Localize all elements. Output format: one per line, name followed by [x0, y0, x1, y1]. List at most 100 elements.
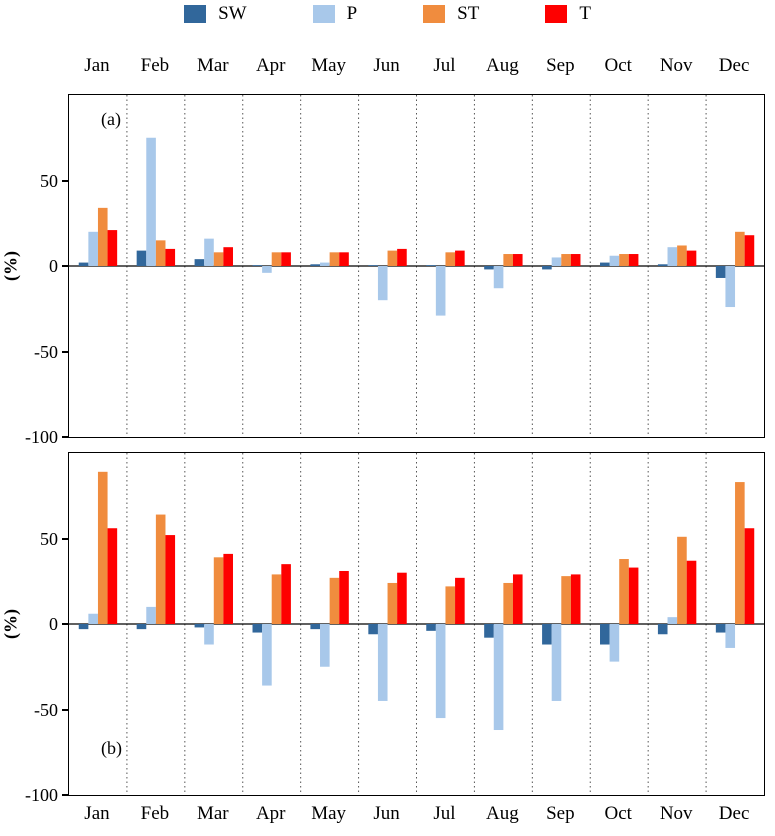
- bar-sw-jan: [78, 624, 89, 630]
- bar-t-apr: [281, 252, 291, 266]
- bar-st-apr: [271, 574, 282, 624]
- bar-p-aug: [493, 266, 504, 289]
- legend: SW P ST T: [0, 3, 775, 25]
- bar-p-mar: [204, 238, 214, 266]
- bar-sw-apr: [252, 624, 263, 633]
- month-label: Apr: [255, 55, 286, 76]
- bar-st-oct: [619, 254, 629, 266]
- y-tick-mark: [62, 623, 69, 625]
- month-label: Apr: [255, 803, 286, 824]
- bar-p-nov: [667, 247, 678, 266]
- month-labels-top: Jan Feb Mar Apr May Jun Jul Aug Sep Oct Nov Dec: [68, 55, 763, 77]
- bar-sw-aug: [484, 266, 494, 270]
- bar-t-nov: [686, 250, 697, 266]
- bar-t-aug: [512, 254, 523, 266]
- y-tick-mark: [62, 179, 69, 182]
- bar-sw-jul: [426, 624, 436, 631]
- y-tick-mark: [62, 708, 69, 711]
- month-label: Feb: [140, 803, 170, 824]
- bar-sw-may: [310, 264, 321, 266]
- bar-p-oct: [609, 255, 620, 266]
- month-label: Oct: [604, 803, 632, 824]
- legend-item-t: T: [545, 3, 591, 25]
- month-label: Mar: [196, 55, 229, 76]
- bar-p-feb: [146, 137, 156, 266]
- bar-p-apr: [262, 624, 272, 686]
- month-label: Mar: [196, 803, 229, 824]
- bar-st-sep: [561, 254, 571, 266]
- legend-item-st: ST: [423, 3, 479, 25]
- y-tick-label: -100: [25, 785, 58, 805]
- bar-st-feb: [155, 240, 166, 266]
- y-tick-mark: [62, 436, 69, 438]
- bar-st-sep: [561, 576, 571, 624]
- bar-st-jul: [445, 252, 456, 266]
- bar-p-jun: [377, 624, 388, 701]
- bar-st-oct: [619, 559, 629, 624]
- y-tick-label: -100: [25, 427, 58, 447]
- bar-st-jun: [387, 250, 398, 266]
- bar-st-nov: [677, 536, 687, 624]
- bar-sw-nov: [657, 264, 668, 266]
- month-label: May: [311, 55, 347, 76]
- y-tick-label: 0: [49, 256, 58, 276]
- bar-sw-dec: [715, 624, 726, 633]
- bar-p-apr: [262, 266, 272, 273]
- legend-label: T: [579, 3, 591, 24]
- bar-t-jan: [107, 230, 118, 266]
- bar-st-apr: [271, 252, 282, 266]
- bar-t-feb: [165, 535, 176, 624]
- bar-st-jan: [97, 471, 108, 624]
- bar-t-oct: [628, 254, 639, 266]
- bar-st-may: [329, 252, 340, 266]
- bar-chart-a: [69, 95, 764, 437]
- bar-sw-aug: [484, 624, 494, 638]
- month-labels-bottom: Jan Feb Mar Apr May Jun Jul Aug Sep Oct Nov Dec: [68, 803, 763, 825]
- month-label: Jun: [373, 803, 400, 824]
- bar-t-mar: [223, 247, 233, 266]
- bar-p-dec: [725, 624, 736, 648]
- bar-st-may: [329, 577, 340, 624]
- y-tick-mark: [62, 350, 69, 353]
- panel-b-label: (b): [101, 738, 122, 758]
- legend-item-sw: SW: [184, 3, 247, 25]
- bar-sw-jun: [368, 624, 378, 635]
- bar-sw-feb: [136, 250, 147, 266]
- bar-p-may: [320, 262, 330, 266]
- bar-p-feb: [146, 606, 156, 624]
- bar-t-jul: [455, 577, 465, 624]
- bar-st-aug: [503, 254, 513, 266]
- bar-sw-oct: [600, 624, 610, 645]
- panel-a-label: (a): [101, 109, 121, 129]
- bar-p-jun: [377, 266, 388, 301]
- y-tick-mark: [62, 794, 69, 796]
- bar-sw-jul: [426, 265, 436, 266]
- bar-sw-feb: [136, 624, 147, 630]
- legend-label: P: [346, 3, 358, 24]
- y-tick-label: -50: [34, 699, 58, 720]
- p-color-swatch: [312, 5, 335, 23]
- bar-p-sep: [551, 624, 562, 701]
- month-label: Dec: [718, 55, 750, 76]
- bar-st-dec: [735, 231, 745, 266]
- bar-st-mar: [213, 252, 224, 266]
- month-label: Jun: [373, 55, 400, 76]
- legend-label: ST: [457, 3, 480, 24]
- month-label: Aug: [486, 803, 519, 824]
- bar-p-dec: [725, 266, 736, 308]
- bar-st-jun: [387, 582, 398, 624]
- month-label: Oct: [604, 55, 632, 76]
- bar-p-nov: [667, 617, 678, 624]
- bar-sw-jun: [368, 265, 378, 266]
- bar-t-jan: [107, 528, 118, 624]
- bar-st-mar: [213, 557, 224, 624]
- bar-st-dec: [735, 482, 745, 624]
- bar-t-jun: [397, 572, 407, 624]
- month-label: Jul: [433, 55, 456, 76]
- bar-st-jul: [445, 586, 456, 624]
- y-tick-mark: [62, 537, 69, 540]
- bar-p-jul: [435, 624, 446, 719]
- bar-sw-jan: [78, 262, 89, 266]
- bar-sw-may: [310, 624, 321, 630]
